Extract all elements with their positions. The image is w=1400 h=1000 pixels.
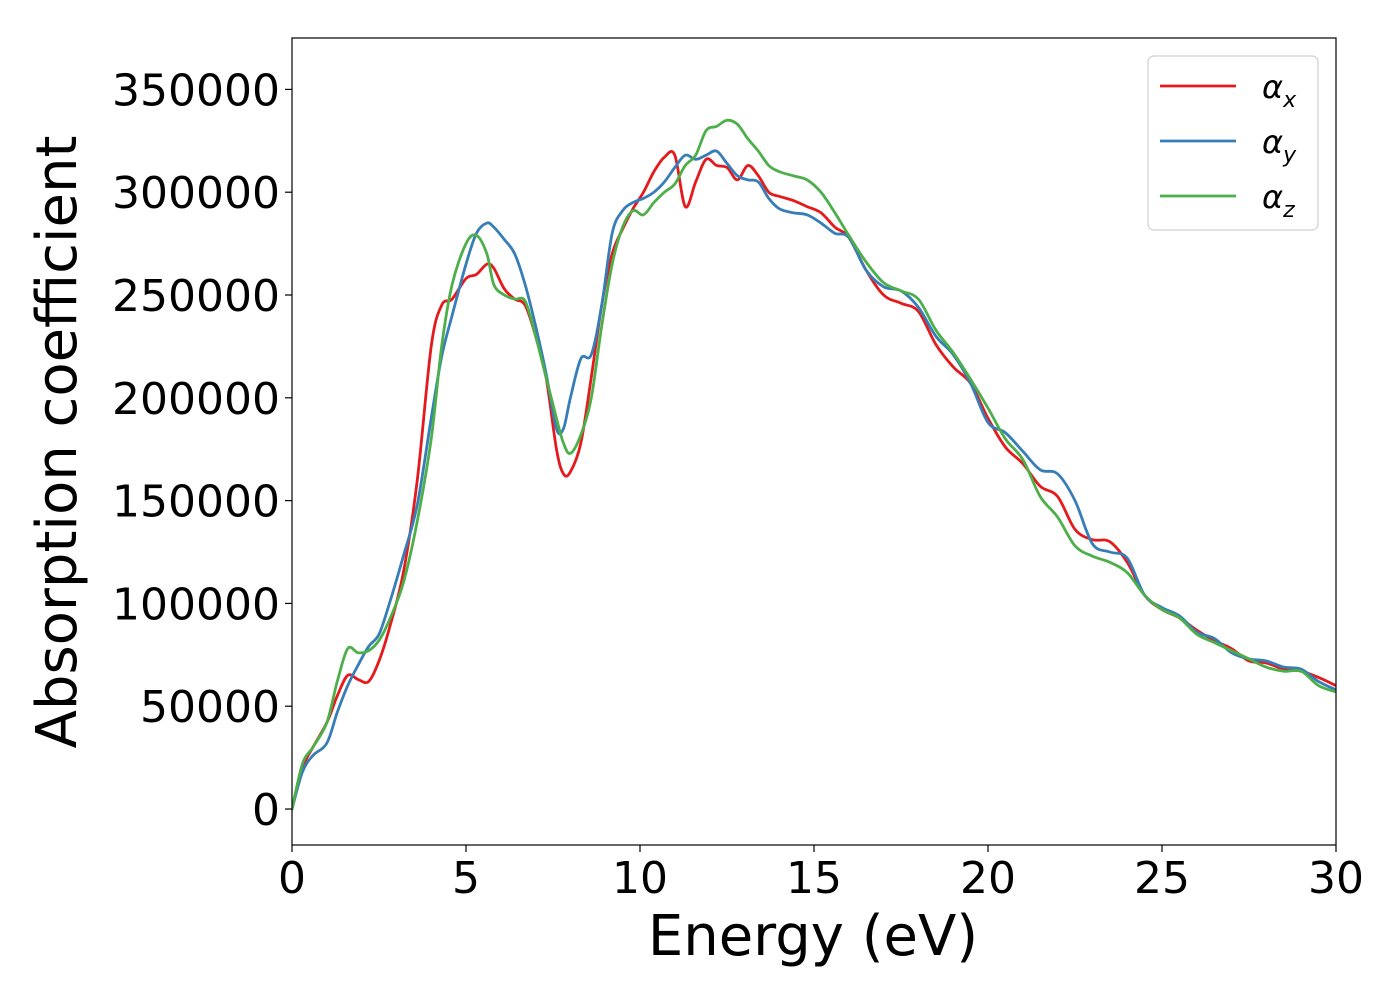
legend-box: [1147, 55, 1319, 231]
y-axis-title: Absorption coefficient: [25, 136, 90, 749]
legend-label-x: αx: [1262, 68, 1297, 113]
x-tick-label: 25: [1134, 853, 1190, 904]
x-tick-label: 20: [960, 853, 1016, 904]
plot-area: [292, 118, 1336, 811]
y-tick-label: 50000: [140, 682, 280, 733]
series-lines: [292, 118, 1336, 811]
y-tick-label: 150000: [112, 477, 280, 528]
series-line-x: [292, 150, 1336, 811]
y-tick-label: 300000: [112, 168, 280, 219]
y-tick-label: 0: [252, 785, 280, 836]
legend-label-z: αz: [1262, 178, 1295, 223]
series-line-z: [292, 118, 1336, 811]
legend-label-y: αy: [1262, 123, 1297, 168]
y-tick-label: 100000: [112, 579, 280, 630]
legend: αx αy αz: [1147, 55, 1319, 231]
y-tick-label: 250000: [112, 271, 280, 322]
x-tick-label: 10: [612, 853, 668, 904]
x-tick-label: 30: [1308, 853, 1364, 904]
x-tick-label: 15: [786, 853, 842, 904]
x-tick-label: 0: [278, 853, 306, 904]
x-tick-label: 5: [452, 853, 480, 904]
x-axis-title: Energy (eV): [648, 904, 978, 969]
axes: 0 5 10 15 20 25 30 0 50000 100000 150000 200000 2500…: [112, 37, 1364, 904]
y-tick-label: 200000: [112, 374, 280, 425]
y-tick-label: 350000: [112, 65, 280, 116]
